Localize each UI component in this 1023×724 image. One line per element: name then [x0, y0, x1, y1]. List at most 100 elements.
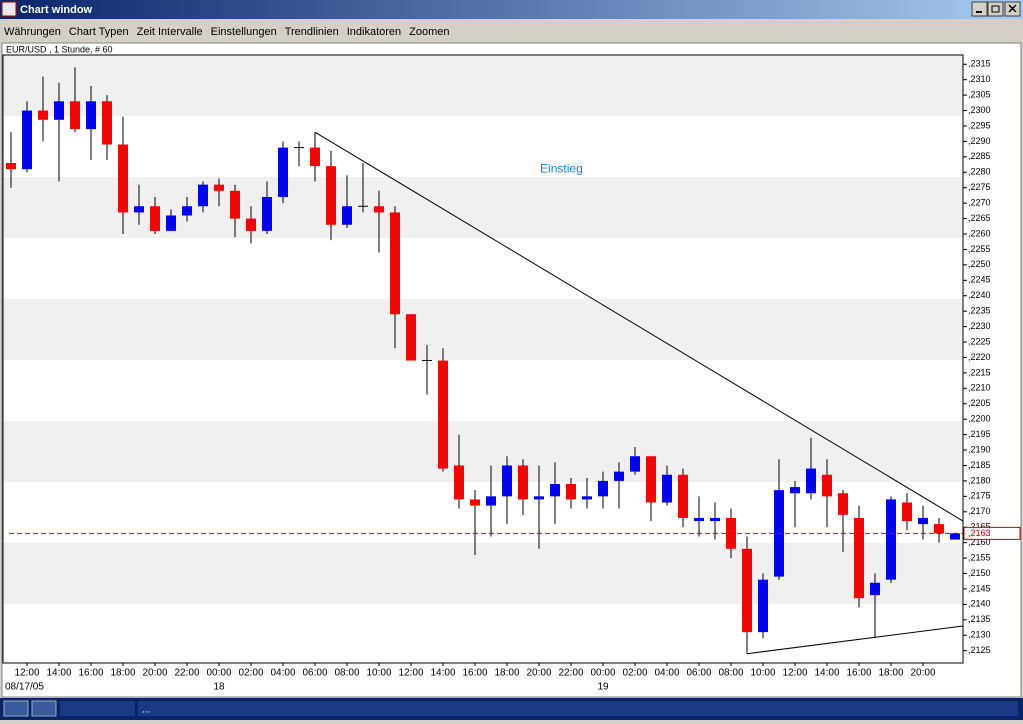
x-tick-label: 06:00	[686, 668, 711, 679]
y-tick-label: ,2290	[968, 136, 991, 146]
candle-body	[134, 206, 144, 213]
candle-body	[406, 314, 416, 361]
band	[3, 543, 963, 604]
y-tick-label: ,2135	[968, 614, 991, 624]
candle-body	[582, 496, 592, 500]
y-tick-label: ,2305	[968, 89, 991, 99]
y-tick-label: ,2200	[968, 414, 991, 424]
candle-body	[518, 465, 528, 500]
candle-body	[342, 206, 352, 225]
candle-body	[630, 456, 640, 472]
candle-body	[454, 465, 464, 500]
x-tick-label: 16:00	[846, 668, 871, 679]
candle-body	[870, 582, 880, 596]
menu-item[interactable]: Einstellungen	[211, 26, 277, 38]
x-tick-label: 18:00	[878, 668, 903, 679]
y-tick-label: ,2230	[968, 321, 991, 331]
current-price-label: ,2163	[968, 528, 991, 538]
background-bands	[3, 55, 963, 663]
annotation: Einstieg	[540, 161, 583, 175]
minimize-button[interactable]	[971, 1, 988, 17]
candle-body	[86, 101, 96, 130]
candle-body	[646, 456, 656, 503]
y-tick-label: ,2245	[968, 275, 991, 285]
band	[3, 360, 963, 421]
date-label: 08/17/05	[5, 682, 44, 693]
candle-body	[246, 218, 256, 231]
band	[3, 116, 963, 177]
menu-item[interactable]: Währungen	[4, 26, 61, 38]
menu-item[interactable]: Trendlinien	[285, 26, 339, 38]
candle-body	[950, 533, 960, 540]
candle-body	[822, 474, 832, 497]
x-tick-label: 06:00	[302, 668, 327, 679]
candle-body	[838, 493, 848, 515]
candle-body	[566, 483, 576, 500]
y-tick-label: ,2250	[968, 259, 991, 269]
x-tick-label: 12:00	[782, 668, 807, 679]
x-tick-label: 14:00	[430, 668, 455, 679]
x-tick-label: 12:00	[398, 668, 423, 679]
menu-item[interactable]: Zoomen	[409, 26, 449, 38]
date-label: 18	[213, 682, 225, 693]
y-tick-label: ,2155	[968, 552, 991, 562]
menu-item[interactable]: Chart Typen	[69, 26, 129, 38]
candle-body	[166, 215, 176, 231]
tool-button[interactable]	[31, 700, 57, 717]
y-tick-label: ,2225	[968, 336, 991, 346]
x-tick-label: 00:00	[206, 668, 231, 679]
candle-body	[6, 163, 16, 170]
y-tick-label: ,2280	[968, 167, 991, 177]
candle-body	[534, 496, 544, 500]
x-tick-label: 18:00	[494, 668, 519, 679]
x-tick-label: 18:00	[110, 668, 135, 679]
y-tick-label: ,2215	[968, 367, 991, 377]
candle-body	[614, 471, 624, 481]
candle-body	[678, 474, 688, 518]
x-tick-label: 04:00	[654, 668, 679, 679]
x-tick-label: 00:00	[590, 668, 615, 679]
candle-body	[198, 184, 208, 207]
window-buttons	[971, 1, 1021, 17]
maximize-button[interactable]	[987, 1, 1004, 17]
candle-body	[742, 548, 752, 633]
x-tick-label: 20:00	[910, 668, 935, 679]
y-tick-label: ,2285	[968, 151, 991, 161]
candle-body	[182, 206, 192, 216]
candle-body	[758, 579, 768, 633]
y-tick-label: ,2220	[968, 352, 991, 362]
y-tick-label: ,2315	[968, 59, 991, 69]
date-label: 19	[597, 682, 609, 693]
y-tick-label: ,2210	[968, 383, 991, 393]
x-tick-label: 20:00	[142, 668, 167, 679]
y-tick-label: ,2255	[968, 244, 991, 254]
tool-button[interactable]	[3, 700, 29, 717]
x-tick-label: 22:00	[174, 668, 199, 679]
band	[3, 299, 963, 360]
candle-body	[70, 101, 80, 130]
menu-item[interactable]: Indikatoren	[347, 26, 401, 38]
y-tick-label: ,2265	[968, 213, 991, 223]
window-title: Chart window	[20, 4, 93, 16]
trendline	[314, 131, 964, 522]
y-tick-label: ,2140	[968, 599, 991, 609]
candle-body	[118, 144, 128, 213]
menu-item[interactable]: Zeit Intervalle	[137, 26, 203, 38]
x-tick-label: 02:00	[622, 668, 647, 679]
candle-body	[790, 487, 800, 494]
candle-body	[918, 517, 928, 525]
candle-body	[470, 499, 480, 506]
candle-body	[598, 480, 608, 497]
y-tick-label: ,2295	[968, 120, 991, 130]
x-tick-label: 08:00	[718, 668, 743, 679]
y-tick-label: ,2185	[968, 460, 991, 470]
candle-body	[102, 101, 112, 145]
y-tick-label: ,2310	[968, 74, 991, 84]
status-text: ...	[142, 705, 150, 716]
candle-body	[310, 147, 320, 167]
candle-body	[662, 474, 672, 503]
x-tick-label: 22:00	[558, 668, 583, 679]
menu-bar: Währungen Chart Typen Zeit Intervalle Einst…	[4, 26, 450, 38]
band	[3, 421, 963, 482]
chart-header: EUR/USD , 1 Stunde, # 60	[6, 44, 113, 54]
